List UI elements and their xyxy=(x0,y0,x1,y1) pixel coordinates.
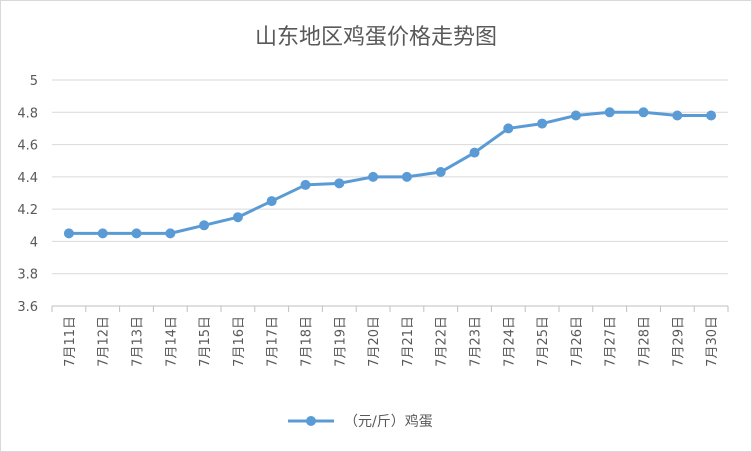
data-point xyxy=(368,171,379,182)
x-tick-label: 7月30日 xyxy=(705,316,720,367)
data-point xyxy=(401,171,412,182)
data-point xyxy=(469,147,480,158)
data-point xyxy=(537,118,548,129)
x-tick-label: 7月18日 xyxy=(300,316,315,367)
legend: （元/斤）鸡蛋 xyxy=(288,413,433,430)
data-point xyxy=(165,228,176,239)
x-tick-label: 7月27日 xyxy=(604,316,619,367)
x-tick-label: 7月23日 xyxy=(469,316,484,367)
y-tick-label: 4.8 xyxy=(17,106,38,121)
data-point xyxy=(334,178,345,189)
x-tick-label: 7月14日 xyxy=(164,316,179,367)
legend-label: （元/斤）鸡蛋 xyxy=(344,413,433,430)
data-point xyxy=(435,167,446,178)
x-tick-label: 7月25日 xyxy=(536,316,551,367)
x-tick-label: 7月15日 xyxy=(198,316,213,367)
x-tick-label: 7月11日 xyxy=(63,316,78,367)
x-tick-label: 7月21日 xyxy=(401,316,416,367)
x-tick-label: 7月17日 xyxy=(266,316,281,367)
y-axis-ticks: 3.6 3.8 4 4.2 4.4 4.6 4.8 5 xyxy=(17,74,38,315)
x-tick-label: 7月24日 xyxy=(502,316,517,367)
x-tick-label: 7月26日 xyxy=(570,316,585,367)
x-tick-label: 7月13日 xyxy=(131,316,146,367)
y-tick-label: 3.6 xyxy=(17,300,38,315)
data-point xyxy=(570,110,581,121)
chart-title: 山东地区鸡蛋价格走势图 xyxy=(255,25,497,50)
x-axis: 7月11日 7月12日 7月13日 7月14日 7月15日 7月16日 7月17日 7月18日… xyxy=(51,305,729,367)
x-tick-label: 7月12日 xyxy=(97,316,112,367)
x-tick-label: 7月16日 xyxy=(232,316,247,367)
x-tick-label: 7月28日 xyxy=(638,316,653,367)
data-point xyxy=(638,107,649,118)
x-tick-label: 7月22日 xyxy=(435,316,450,367)
y-tick-label: 5 xyxy=(30,74,38,89)
x-tick-label: 7月20日 xyxy=(367,316,382,367)
data-point xyxy=(300,179,311,190)
data-point xyxy=(232,212,243,223)
y-tick-label: 4.4 xyxy=(17,171,38,186)
data-point xyxy=(706,110,717,121)
data-point xyxy=(63,228,74,239)
data-point xyxy=(97,228,108,239)
data-point xyxy=(266,196,277,207)
series-line xyxy=(68,110,712,235)
y-tick-label: 3.8 xyxy=(17,268,38,283)
x-tick-label: 7月19日 xyxy=(333,316,348,367)
data-point xyxy=(199,220,210,231)
y-tick-label: 4.6 xyxy=(17,139,38,154)
data-point xyxy=(503,123,514,134)
data-point xyxy=(131,228,142,239)
data-point xyxy=(604,107,615,118)
y-tick-label: 4.2 xyxy=(17,203,38,218)
series-egg-price xyxy=(63,107,717,239)
y-tick-label: 4 xyxy=(30,235,38,250)
x-tick-label: 7月29日 xyxy=(671,316,686,367)
data-point xyxy=(672,110,683,121)
legend-dot-marker xyxy=(306,416,316,426)
